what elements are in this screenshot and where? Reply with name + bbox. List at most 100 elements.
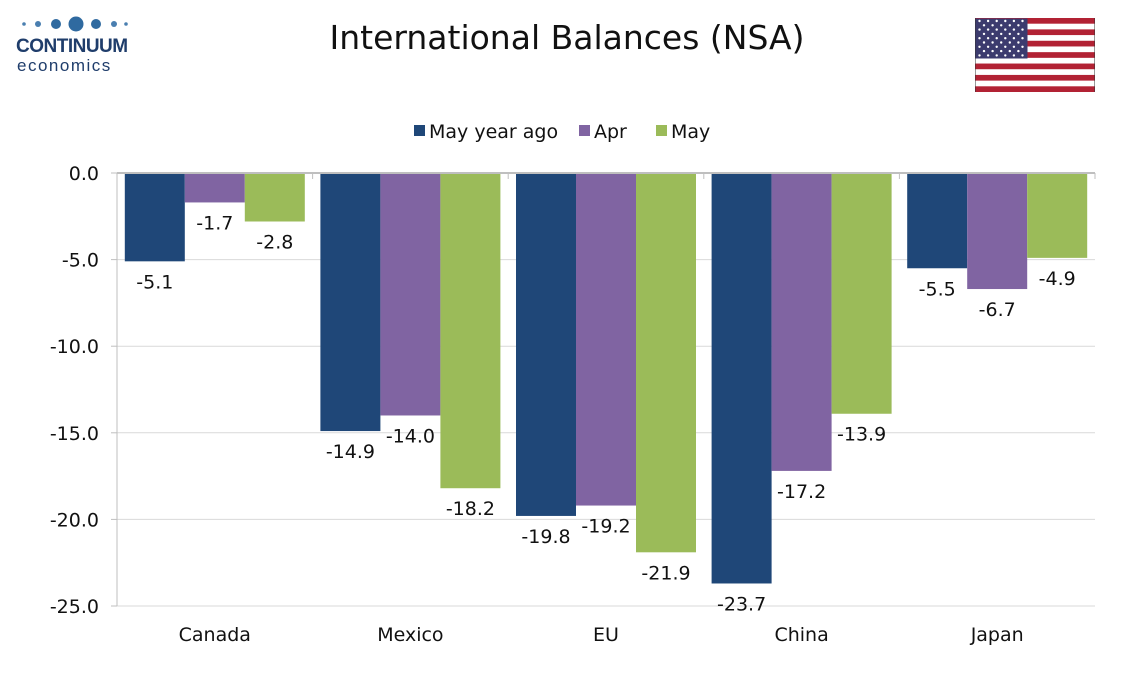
flag-stripe [975,40,1095,47]
data-label: -5.5 [919,278,956,300]
data-label: -4.9 [1039,268,1076,290]
data-label: -14.9 [326,441,375,463]
y-tick-label: -20.0 [50,509,99,531]
flag-star [982,49,986,53]
flag-star [995,28,998,31]
legend-swatch [414,125,425,136]
legend-label: May year ago [429,121,558,143]
flag-star [986,28,990,31]
x-tick-label: Japan [970,624,1024,646]
flag-star [1021,54,1024,57]
bar [516,173,576,516]
chart-title: International Balances (NSA) [329,18,805,57]
flag-star [986,54,990,57]
axes: 0.0 -5.0 -10.0 -15.0 -20.0 -25.0 Canada Mexico E… [50,163,1096,646]
x-tick-label: Mexico [377,624,443,646]
flag-stripe [975,63,1095,70]
flag-star [978,45,981,48]
bar [907,173,968,269]
bar [320,173,381,432]
data-label: -23.7 [717,593,766,615]
flag-star [1012,28,1016,31]
data-label: -21.9 [641,562,690,584]
flag-star [995,54,998,57]
flag-star [1000,41,1003,44]
flag-stripe [975,29,1095,36]
flag-star [1008,41,1011,44]
flag-star [991,32,994,36]
y-tick-label: -25.0 [50,596,99,618]
flag-star [1000,24,1003,27]
bar [124,173,185,262]
flag-star [1017,24,1020,27]
flag-star [1021,37,1024,40]
x-tick-label: EU [593,624,619,646]
flag-star [978,28,981,31]
logo-name: CONTINUUM [16,36,128,57]
y-tick-label: -5.0 [62,250,99,272]
data-labels: -5.1 -1.7 -2.8 -14.9 -14.0 -18.2 -19.8 -19.2 -21… [136,212,1075,615]
flag-star [1008,49,1011,53]
x-tick-label: Canada [179,624,251,646]
legend: May year ago Apr May [414,121,710,143]
flag-star [995,19,998,23]
legend-swatch [579,125,590,136]
bar [711,173,772,584]
flag-star [1021,28,1024,31]
flag-star [1000,32,1003,36]
data-label: -1.7 [196,212,233,234]
data-label: -19.8 [521,526,570,548]
flag-star [978,54,981,57]
y-tick-label: -15.0 [50,423,99,445]
data-label: -6.7 [979,299,1016,321]
flag-star [986,19,990,23]
flag-star [1021,19,1024,23]
flag-star [1012,19,1016,23]
data-label: -13.9 [837,424,886,446]
bar [1027,173,1088,258]
bar [771,173,832,471]
bar [244,173,305,222]
y-tick-label: 0.0 [69,163,99,185]
continuum-logo: CONTINUUM economics [14,14,139,76]
legend-label: May [671,121,710,143]
bar [831,173,892,414]
y-tick-label: -10.0 [50,336,99,358]
bar [380,173,441,416]
logo-subtitle: economics [17,56,112,75]
flag-star [978,19,981,23]
data-label: -18.2 [446,498,495,520]
data-label: -14.0 [386,425,435,447]
flag-star [1012,54,1016,57]
flag-star [1004,54,1007,57]
flag-star [995,45,998,48]
flag-star [986,37,990,40]
data-label: -5.1 [136,271,173,293]
bar [967,173,1028,290]
flag-star [1021,45,1024,48]
flag-star [1017,32,1020,36]
logo-dots-icon [22,16,128,32]
data-label: -19.2 [581,516,630,538]
flag-stripe [975,74,1095,81]
flag-star [991,24,994,27]
flag-star [1008,32,1011,36]
flag-star [1000,49,1003,53]
flag-star [982,41,986,44]
bar [576,173,636,506]
bars [124,173,1088,584]
flag-star [1017,41,1020,44]
flag-star [1017,49,1020,53]
bar [440,173,501,489]
legend-label: Apr [594,121,627,143]
legend-swatch [656,125,667,136]
flag-stripe [975,52,1095,58]
flag-star [978,37,981,40]
flag-star [991,49,994,53]
flag-star [982,24,986,27]
flag-star [1012,37,1016,40]
flag-star [1004,45,1007,48]
bar [636,173,696,553]
flag-star [1012,45,1016,48]
flag-star [991,41,994,44]
